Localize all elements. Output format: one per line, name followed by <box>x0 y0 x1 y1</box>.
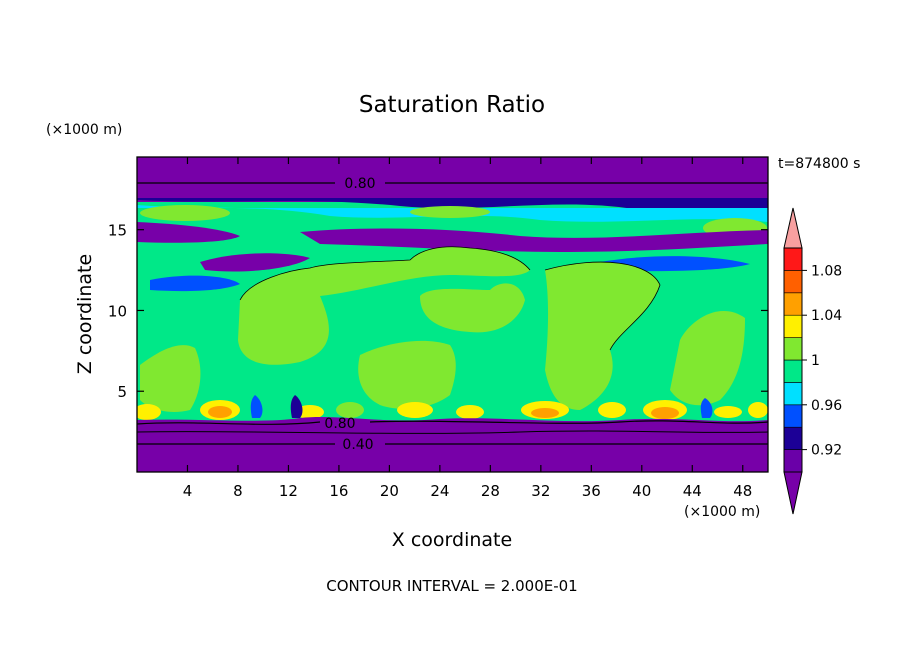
x-axis-label: X coordinate <box>392 529 512 551</box>
blue-pocket <box>150 275 240 292</box>
contour-label: 0.80 <box>324 416 355 432</box>
colorbar-band <box>783 337 803 361</box>
colorbar-band <box>783 270 803 294</box>
y-axis-label: Z coordinate <box>74 254 96 374</box>
colorbar-band <box>783 404 803 428</box>
colorbar-tick-label: 1.08 <box>811 263 842 279</box>
dry-intrusion <box>700 398 713 418</box>
cloud-region <box>238 246 530 365</box>
contour-line-0.80-lower <box>137 420 768 425</box>
x-axis-ticks: 4 8 12 16 20 24 28 32 36 40 44 48 <box>183 157 752 500</box>
x-tick-label: 44 <box>683 482 702 500</box>
colorbar-band <box>783 449 803 473</box>
upper-green-lens <box>410 206 490 218</box>
x-tick-label: 20 <box>380 482 399 500</box>
colorbar-band <box>783 314 803 338</box>
contour-label: 0.80 <box>344 176 375 192</box>
cloud-region <box>358 340 456 409</box>
plot-field <box>137 157 768 472</box>
surface-bubble <box>456 405 484 419</box>
x-tick-label: 24 <box>430 482 449 500</box>
y-tick-label: 15 <box>108 222 127 240</box>
surface-bubble <box>137 404 161 420</box>
y-unit-label: (×1000 m) <box>46 122 122 138</box>
x-tick-label: 28 <box>481 482 500 500</box>
x-tick-label: 12 <box>279 482 298 500</box>
x-tick-label: 32 <box>531 482 550 500</box>
x-unit-label: (×1000 m) <box>684 504 760 520</box>
surface-bubble <box>296 405 324 419</box>
surface-bubble <box>336 402 364 418</box>
x-tick-label: 16 <box>329 482 348 500</box>
colorbar-tick-label: 1 <box>811 353 820 369</box>
dry-intrusion <box>250 395 263 418</box>
y-tick-label: 10 <box>108 302 127 320</box>
surface-bubble <box>651 407 679 419</box>
dry-tongue <box>300 228 768 252</box>
colorbar-band <box>783 292 803 316</box>
contour-line <box>239 246 661 351</box>
x-tick-label: 36 <box>582 482 601 500</box>
colorbar-tick-label: 1.04 <box>811 308 842 324</box>
surface-bubbles <box>137 395 768 420</box>
cloud-region <box>670 310 745 406</box>
colorbar-band <box>783 382 803 406</box>
upper-green-lens <box>140 205 230 221</box>
dry-tongue <box>200 253 310 272</box>
colorbar-band <box>783 359 803 383</box>
dry-tongue <box>137 222 240 243</box>
colorbar-band <box>783 247 803 271</box>
surface-bubble <box>714 406 742 418</box>
contour-label: 0.40 <box>342 437 373 453</box>
surface-bubble <box>748 402 768 418</box>
upper-dry-band <box>137 157 768 202</box>
surface-bubble <box>397 402 433 418</box>
cloud-region <box>420 283 525 333</box>
x-tick-label: 4 <box>183 482 193 500</box>
colorbar-lower-triangle <box>783 471 803 515</box>
colorbar-tick-label: 0.96 <box>811 398 842 414</box>
chart-title: Saturation Ratio <box>359 92 545 118</box>
colorbar-upper-triangle <box>783 207 803 249</box>
colorbar: 0.92 0.96 1 1.04 1.08 <box>783 207 842 515</box>
y-tick-label: 5 <box>117 383 127 401</box>
upper-blue-band <box>137 198 768 214</box>
cloud-region <box>545 262 660 410</box>
surface-bubble <box>531 408 559 418</box>
colorbar-band <box>783 426 803 450</box>
surface-bubble <box>598 402 626 418</box>
contour-line <box>137 430 768 434</box>
contour-interval-note: CONTOUR INTERVAL = 2.000E-01 <box>326 577 577 595</box>
time-label: t=874800 s <box>778 156 860 172</box>
x-tick-label: 8 <box>233 482 243 500</box>
dry-intrusion <box>290 395 303 418</box>
surface-bubble <box>208 406 232 418</box>
x-tick-label: 48 <box>733 482 752 500</box>
colorbar-tick-label: 0.92 <box>811 443 842 459</box>
y-axis-ticks: 5 10 15 <box>108 222 768 401</box>
x-tick-label: 40 <box>632 482 651 500</box>
plot-frame <box>136 156 769 473</box>
cloud-region <box>140 345 201 412</box>
